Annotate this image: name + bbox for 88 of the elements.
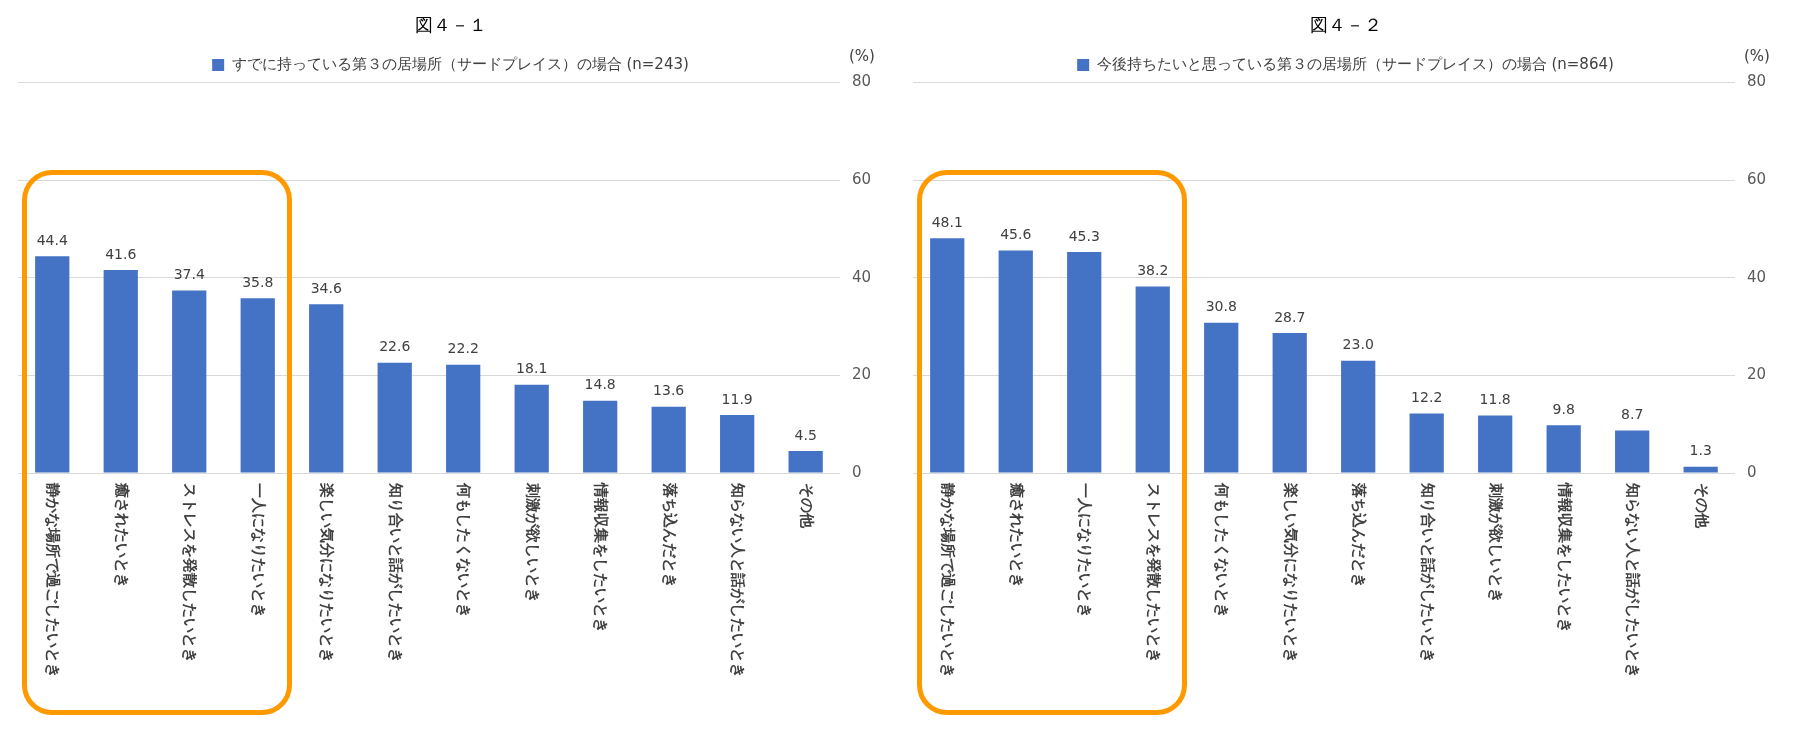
x-tick-label: 知らない人と話がしたいとき xyxy=(729,482,748,678)
bar xyxy=(103,269,138,473)
bar xyxy=(1409,413,1444,473)
data-label: 41.6 xyxy=(105,245,137,262)
bar xyxy=(1272,332,1307,473)
bar xyxy=(1478,415,1513,473)
data-label: 12.2 xyxy=(1411,389,1443,406)
data-label: 11.8 xyxy=(1479,391,1511,408)
x-tick-label: 情報収集をしたいとき xyxy=(592,482,611,633)
data-label: 11.9 xyxy=(721,390,753,407)
data-label: 8.7 xyxy=(1621,406,1644,423)
x-tick-label: 知らない人と話がしたいとき xyxy=(1624,482,1643,678)
data-label: 4.5 xyxy=(794,426,817,443)
y-tick-label: 40 xyxy=(851,267,872,286)
bar xyxy=(998,250,1033,473)
x-tick-label: 静かな場所で過ごしたいとき xyxy=(939,482,958,678)
y-tick-label: 0 xyxy=(1746,462,1757,481)
y-axis-title: (%) xyxy=(1743,46,1770,65)
bar xyxy=(583,400,618,473)
bar xyxy=(240,298,275,473)
y-tick-label: 20 xyxy=(851,365,872,384)
x-tick-label: 刺激が欲しいとき xyxy=(523,482,542,603)
bar xyxy=(930,238,965,473)
x-tick-label: その他 xyxy=(797,483,816,529)
bar xyxy=(1683,466,1718,473)
x-tick-label: その他 xyxy=(1692,483,1711,529)
x-tick-label: 落ち込んだとき xyxy=(660,482,679,588)
bar xyxy=(377,362,412,473)
bar xyxy=(1546,425,1581,473)
x-tick-label: 何もしたくないとき xyxy=(455,482,474,618)
bar xyxy=(720,414,755,473)
x-tick-label: 情報収集をしたいとき xyxy=(1555,482,1574,633)
x-tick-label: 落ち込んだとき xyxy=(1350,482,1369,588)
bar xyxy=(1204,322,1239,473)
bar xyxy=(514,384,549,473)
y-axis-title: (%) xyxy=(848,46,875,65)
bar xyxy=(1341,360,1376,473)
legend-label: 今後持ちたいと思っている第３の居場所（サードプレイス）の場合 (n=864) xyxy=(1096,54,1614,73)
data-label: 23.0 xyxy=(1342,336,1374,353)
y-tick-label: 80 xyxy=(851,72,872,91)
chart-title: 図４－１ xyxy=(414,14,487,36)
data-label: 35.8 xyxy=(242,273,274,290)
y-tick-label: 40 xyxy=(1746,267,1767,286)
bar xyxy=(788,451,823,473)
bar xyxy=(35,256,70,473)
x-tick-label: ストレスを発散したいとき xyxy=(181,483,200,663)
bar xyxy=(1067,251,1102,473)
data-label: 1.3 xyxy=(1689,442,1712,459)
x-tick-label: 何もしたくないとき xyxy=(1213,482,1232,618)
data-label: 37.4 xyxy=(173,266,205,283)
data-label: 38.2 xyxy=(1137,262,1169,279)
data-label: 34.6 xyxy=(310,279,342,296)
x-tick-label: 知り合いと話がしたいとき xyxy=(386,482,405,663)
x-tick-label: 一人になりたいとき xyxy=(249,483,268,618)
data-label: 22.2 xyxy=(447,340,479,357)
data-label: 14.8 xyxy=(584,376,616,393)
x-tick-label: 癒されたいとき xyxy=(112,482,131,588)
bar xyxy=(1615,430,1650,473)
x-tick-label: 一人になりたいとき xyxy=(1076,483,1095,618)
x-tick-label: 楽しい気分になりたいとき xyxy=(1281,482,1300,663)
bar xyxy=(309,304,344,473)
chart-title: 図４－２ xyxy=(1309,14,1382,36)
x-tick-label: ストレスを発散したいとき xyxy=(1144,483,1163,663)
y-tick-label: 80 xyxy=(1746,72,1767,91)
y-tick-label: 60 xyxy=(1746,170,1767,189)
data-label: 30.8 xyxy=(1205,298,1237,315)
x-tick-label: 癒されたいとき xyxy=(1007,482,1026,588)
bar xyxy=(1135,286,1170,473)
x-tick-label: 知り合いと話がしたいとき xyxy=(1418,482,1437,663)
x-tick-label: 楽しい気分になりたいとき xyxy=(318,482,337,663)
x-tick-label: 静かな場所で過ごしたいとき xyxy=(44,482,63,678)
data-label: 45.6 xyxy=(1000,226,1032,243)
data-label: 48.1 xyxy=(931,213,963,230)
data-label: 45.3 xyxy=(1068,227,1100,244)
data-label: 13.6 xyxy=(653,382,685,399)
bar xyxy=(172,290,207,473)
data-label: 44.4 xyxy=(36,231,68,248)
legend-label: すでに持っている第３の居場所（サードプレイス）の場合 (n=243) xyxy=(231,54,689,73)
y-tick-label: 60 xyxy=(851,170,872,189)
data-label: 22.6 xyxy=(379,338,411,355)
bar xyxy=(651,406,686,473)
data-label: 28.7 xyxy=(1274,308,1306,325)
y-tick-label: 0 xyxy=(851,462,862,481)
bar xyxy=(446,364,481,473)
data-label: 18.1 xyxy=(516,360,548,377)
data-label: 9.8 xyxy=(1552,400,1575,417)
x-tick-label: 刺激が欲しいとき xyxy=(1487,482,1506,603)
y-tick-label: 20 xyxy=(1746,365,1767,384)
